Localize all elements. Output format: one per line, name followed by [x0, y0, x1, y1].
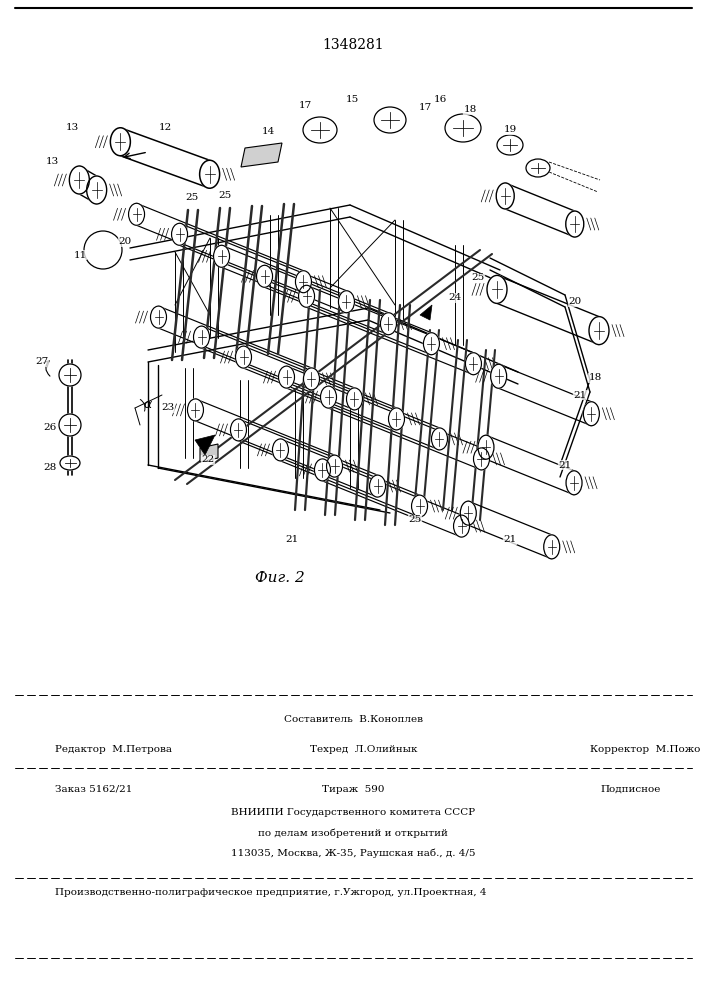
Ellipse shape — [474, 448, 489, 470]
Ellipse shape — [465, 353, 481, 375]
Polygon shape — [420, 305, 432, 320]
Text: Заказ 5162/21: Заказ 5162/21 — [55, 785, 132, 794]
Text: 11: 11 — [74, 250, 87, 259]
Ellipse shape — [214, 245, 230, 267]
Text: 21: 21 — [286, 536, 298, 544]
Text: 21: 21 — [559, 460, 572, 470]
Polygon shape — [241, 143, 282, 167]
Text: 18: 18 — [588, 373, 602, 382]
Text: 25: 25 — [409, 516, 421, 524]
Text: 19: 19 — [503, 125, 517, 134]
Ellipse shape — [230, 419, 247, 441]
Ellipse shape — [380, 313, 397, 335]
Ellipse shape — [172, 223, 187, 245]
Ellipse shape — [453, 515, 469, 537]
Ellipse shape — [411, 495, 428, 517]
Text: 28: 28 — [43, 462, 57, 472]
Ellipse shape — [370, 475, 385, 497]
Ellipse shape — [320, 386, 337, 408]
Ellipse shape — [487, 275, 507, 303]
Ellipse shape — [526, 159, 550, 177]
Ellipse shape — [87, 176, 107, 204]
Circle shape — [84, 231, 122, 269]
Text: 21: 21 — [503, 536, 517, 544]
Text: 13: 13 — [65, 123, 78, 132]
Ellipse shape — [194, 326, 209, 348]
Ellipse shape — [327, 455, 342, 477]
Text: 22: 22 — [201, 456, 215, 464]
Ellipse shape — [445, 114, 481, 142]
Polygon shape — [195, 435, 215, 455]
Text: 16: 16 — [433, 96, 447, 104]
Text: 20: 20 — [568, 298, 582, 306]
Text: Техред  Л.Олийнык: Техред Л.Олийнык — [310, 745, 418, 754]
Text: 15: 15 — [346, 96, 358, 104]
Ellipse shape — [346, 388, 363, 410]
Ellipse shape — [496, 183, 514, 209]
Ellipse shape — [423, 333, 440, 355]
Text: 14: 14 — [262, 127, 274, 136]
Ellipse shape — [279, 366, 295, 388]
Text: 13: 13 — [45, 157, 59, 166]
Text: 25: 25 — [472, 273, 484, 282]
Ellipse shape — [59, 414, 81, 436]
Ellipse shape — [460, 501, 477, 525]
Text: по делам изобретений и открытий: по делам изобретений и открытий — [258, 828, 448, 838]
Ellipse shape — [151, 306, 167, 328]
Ellipse shape — [491, 364, 507, 388]
Ellipse shape — [296, 271, 312, 293]
Ellipse shape — [374, 107, 406, 133]
Text: Фиг. 2: Фиг. 2 — [255, 571, 305, 585]
Ellipse shape — [303, 117, 337, 143]
Ellipse shape — [129, 203, 144, 225]
Text: 25: 25 — [218, 190, 232, 200]
Text: Редактор  М.Петрова: Редактор М.Петрова — [55, 745, 172, 754]
Ellipse shape — [431, 428, 448, 450]
Text: ВНИИПИ Государственного комитета СССР: ВНИИПИ Государственного комитета СССР — [231, 808, 475, 817]
Text: 20: 20 — [118, 237, 132, 246]
Ellipse shape — [60, 456, 80, 470]
Polygon shape — [200, 444, 218, 462]
Ellipse shape — [589, 317, 609, 345]
Ellipse shape — [110, 128, 130, 156]
Text: 17: 17 — [298, 101, 312, 109]
Ellipse shape — [478, 435, 494, 459]
Ellipse shape — [497, 135, 523, 155]
Ellipse shape — [257, 265, 273, 287]
Text: 27: 27 — [35, 358, 49, 366]
Text: 1348281: 1348281 — [322, 38, 384, 52]
Text: Производственно-полиграфическое предприятие, г.Ужгород, ул.Проектная, 4: Производственно-полиграфическое предприя… — [55, 888, 486, 897]
Ellipse shape — [272, 439, 288, 461]
Text: 18: 18 — [463, 105, 477, 114]
Text: 23: 23 — [161, 403, 175, 412]
Ellipse shape — [298, 285, 315, 307]
Ellipse shape — [69, 166, 89, 194]
Text: 25: 25 — [185, 194, 199, 202]
Ellipse shape — [544, 535, 560, 559]
Text: 12: 12 — [158, 123, 172, 132]
Text: 113035, Москва, Ж-35, Раушская наб., д. 4/5: 113035, Москва, Ж-35, Раушская наб., д. … — [230, 848, 475, 857]
Text: Тираж  590: Тираж 590 — [322, 785, 384, 794]
Ellipse shape — [583, 402, 600, 426]
Ellipse shape — [388, 408, 404, 430]
Text: 17: 17 — [419, 104, 432, 112]
Ellipse shape — [235, 346, 252, 368]
Ellipse shape — [303, 368, 320, 390]
Text: 24: 24 — [448, 294, 462, 302]
Ellipse shape — [199, 160, 220, 188]
Text: $\alpha$: $\alpha$ — [143, 398, 153, 412]
Text: 21: 21 — [573, 390, 587, 399]
Ellipse shape — [315, 459, 330, 481]
Ellipse shape — [566, 471, 582, 495]
Text: Корректор  М.Пожо: Корректор М.Пожо — [590, 745, 701, 754]
Text: 26: 26 — [43, 424, 57, 432]
Ellipse shape — [566, 211, 584, 237]
Ellipse shape — [59, 364, 81, 386]
Text: Подписное: Подписное — [600, 785, 660, 794]
Ellipse shape — [339, 291, 354, 313]
Ellipse shape — [187, 399, 204, 421]
Text: Составитель  В.Коноплев: Составитель В.Коноплев — [284, 715, 423, 724]
